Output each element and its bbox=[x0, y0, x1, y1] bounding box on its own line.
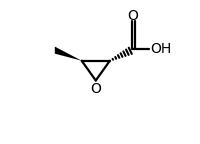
Polygon shape bbox=[55, 47, 82, 61]
Text: O: O bbox=[90, 82, 101, 96]
Text: OH: OH bbox=[150, 42, 171, 56]
Text: O: O bbox=[128, 9, 139, 23]
